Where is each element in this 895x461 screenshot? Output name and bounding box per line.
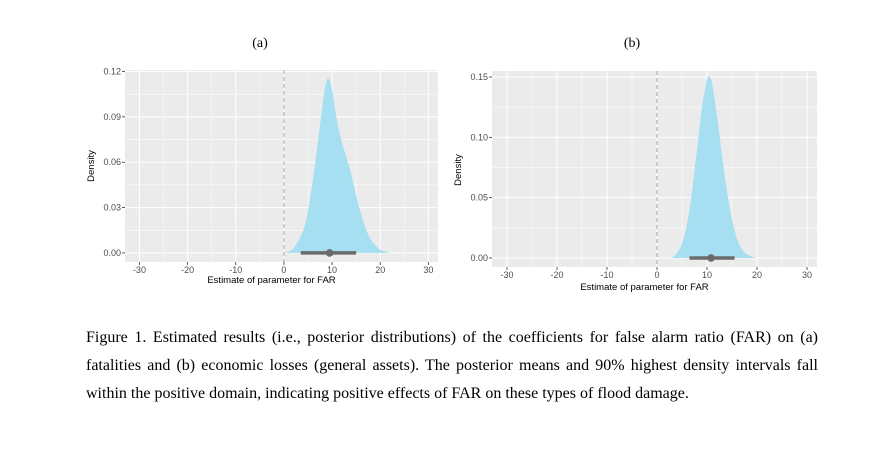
x-tick-label: -20 — [181, 265, 194, 275]
posterior-mean-point — [325, 249, 334, 257]
y-tick-label: 0.00 — [470, 253, 488, 263]
x-tick-label: 0 — [281, 265, 286, 275]
posterior-mean-point — [707, 254, 715, 262]
chart-panel-a: (a) -30 -20 -10 0 10 20 30 0.00 0.03 0.06 0.09 0.12 E… — [86, 36, 438, 286]
panel-label: (a) — [252, 36, 268, 51]
x-tick-label: 20 — [752, 270, 762, 280]
chart-panel-b: (b) -30 -20 -10 0 10 20 30 0.00 0.05 0.10 0.15 Estim… — [453, 36, 817, 293]
posterior-density-area — [672, 76, 757, 258]
y-tick-label: 0.10 — [470, 132, 488, 142]
x-tick-label: 0 — [654, 270, 659, 280]
y-axis-title: Density — [86, 150, 97, 182]
panel-label: (b) — [624, 36, 641, 51]
y-tick-label: 0.05 — [470, 193, 488, 203]
x-tick-label: 10 — [327, 265, 337, 275]
y-tick-label: 0.12 — [103, 67, 121, 77]
x-axis-title: Estimate of parameter for FAR — [580, 282, 708, 293]
x-tick-label: 30 — [802, 270, 812, 280]
x-tick-label: 10 — [702, 270, 712, 280]
y-tick-label: 0.03 — [103, 203, 121, 213]
x-tick-label: -10 — [229, 265, 242, 275]
plot-background — [492, 71, 817, 267]
y-tick-label: 0.15 — [470, 72, 488, 82]
x-tick-label: -30 — [133, 265, 146, 275]
figure-caption: Figure 1. Estimated results (i.e., poste… — [86, 329, 818, 402]
x-tick-label: -30 — [500, 270, 513, 280]
x-tick-label: 20 — [375, 265, 385, 275]
x-tick-label: 30 — [423, 265, 433, 275]
x-tick-label: -10 — [600, 270, 613, 280]
y-axis-title: Density — [453, 154, 464, 186]
x-tick-label: -20 — [550, 270, 563, 280]
y-tick-label: 0.06 — [103, 157, 121, 167]
posterior-density-area — [283, 78, 390, 253]
x-axis-title: Estimate of parameter for FAR — [207, 275, 335, 286]
y-tick-label: 0.00 — [103, 248, 121, 258]
plot-background — [125, 70, 438, 262]
y-tick-label: 0.09 — [103, 112, 121, 122]
